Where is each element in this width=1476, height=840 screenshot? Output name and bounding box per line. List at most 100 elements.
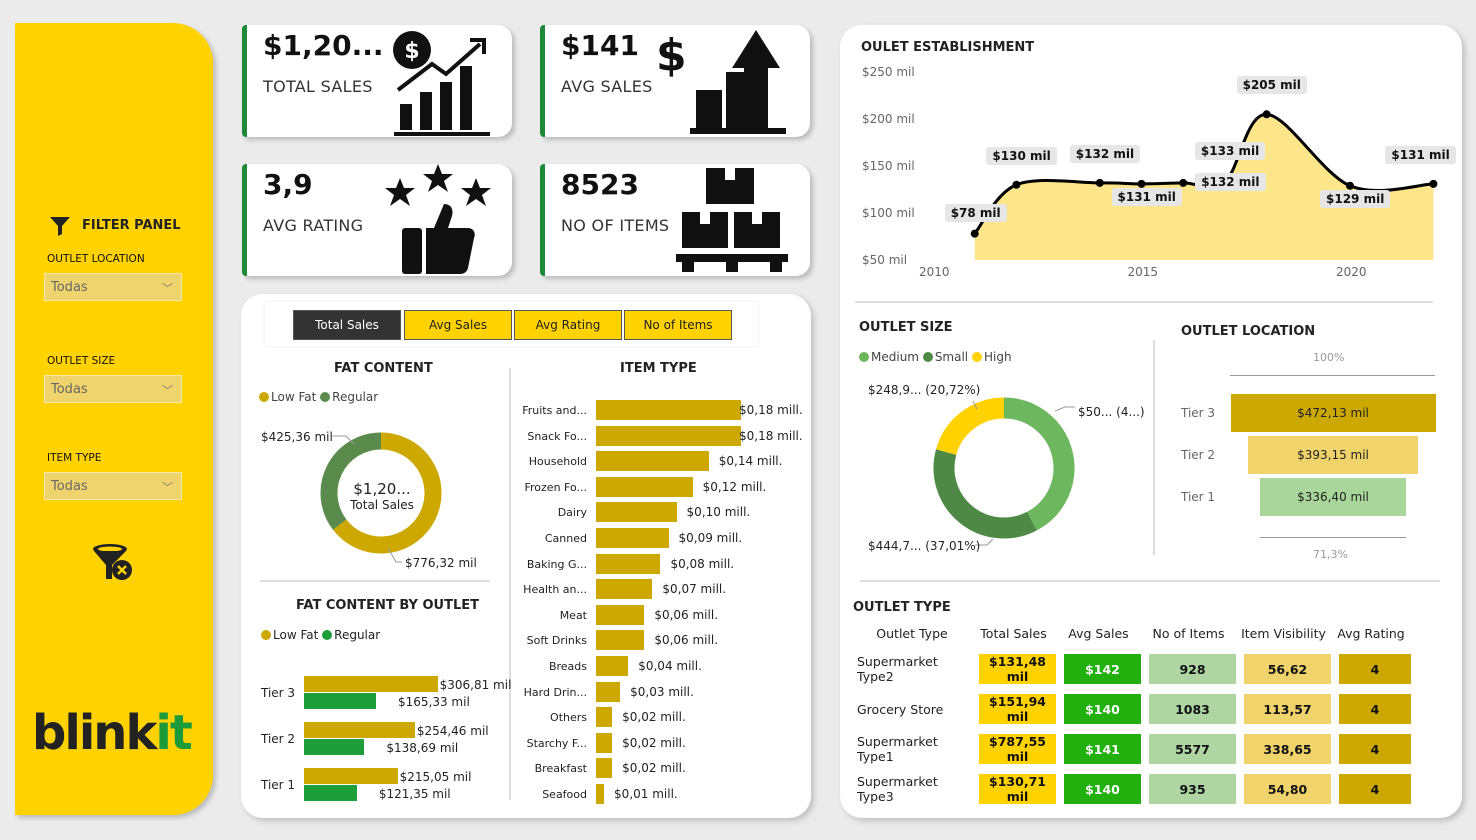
data-point — [1262, 110, 1271, 119]
column-header[interactable]: Total Sales — [980, 625, 1047, 641]
column-header[interactable]: Avg Sales — [1068, 625, 1129, 641]
x-tick-label: 2010 — [919, 265, 950, 279]
legend-label: Low Fat — [271, 390, 317, 404]
funnel-category-label: Tier 2 — [1181, 448, 1216, 462]
table-row: Supermarket Type2 $131,48 mil $142 928 56,62… — [853, 654, 1411, 684]
data-label: $131 mil — [1111, 187, 1182, 206]
tab-total-sales[interactable]: Total Sales — [293, 310, 401, 340]
item-type-bar — [596, 553, 661, 574]
kpi-no-of-items: 8523 NO OF ITEMS — [540, 164, 810, 276]
donut-slice-low-fat — [332, 432, 442, 554]
item-type-dropdown[interactable]: Todas ﹀ — [44, 472, 182, 500]
table-cell: $140 — [1056, 694, 1141, 724]
category-label: Starchy F... — [526, 736, 587, 750]
bar-value-label: $0,02 mill. — [622, 710, 686, 725]
table-cell: 338,65 — [1236, 734, 1331, 764]
category-label: Breads — [548, 660, 587, 673]
table-row: Grocery Store $151,94 mil $140 1083 113,57 4 — [853, 694, 1411, 724]
category-label: Seafood — [542, 788, 587, 801]
x-tick-label: 2015 — [1127, 265, 1159, 279]
category-label: Tier 3 — [261, 686, 296, 700]
dropdown-value: Todas — [51, 479, 88, 494]
item-type-bar — [596, 784, 605, 804]
data-label: $132 mil — [1069, 144, 1141, 163]
table-cell: $130,71 mil — [971, 774, 1056, 804]
bar-regular — [304, 739, 365, 755]
data-label: $133 mil — [1194, 141, 1266, 160]
table-cell: $140 — [1056, 774, 1141, 804]
table-cell: 4 — [1331, 734, 1411, 764]
table-cell: $151,94 mil — [971, 694, 1056, 724]
tab-avg-rating[interactable]: Avg Rating — [514, 310, 622, 340]
legend-label: Medium — [871, 350, 919, 364]
x-tick-label: 2020 — [1336, 265, 1367, 279]
series-line — [973, 112, 1434, 235]
bar-value-label: $165,33 mil — [397, 695, 470, 709]
category-label: Meat — [559, 608, 587, 622]
kpi-avg-rating: 3,9 AVG RATING — [242, 164, 512, 276]
bar-value-label: $0,02 mill. — [622, 761, 686, 776]
y-tick-label: $50 mil — [862, 253, 908, 267]
item-type-bar — [596, 732, 613, 753]
donut-slice-medium — [1003, 397, 1075, 531]
kpi-label: AVG SALES — [561, 77, 653, 96]
category-label: Soft Drinks — [526, 634, 587, 648]
stars-thumbs-up-icon — [385, 164, 491, 274]
table-cell: 4 — [1331, 694, 1411, 724]
outlet-type-table-wrap: Outlet Type Total Sales Avg Sales No of Ite… — [853, 612, 1448, 814]
boxes-pallet-icon — [676, 168, 788, 272]
category-label: Canned — [544, 532, 587, 545]
category-label: Hard Drin... — [523, 685, 587, 699]
category-label: Household — [528, 455, 587, 469]
column-header[interactable]: Outlet Type — [876, 625, 948, 641]
table-cell: $787,55 mil — [971, 734, 1056, 764]
bar-low-fat — [304, 676, 438, 692]
clear-filters-icon[interactable] — [92, 543, 136, 583]
funnel-top-percent: 100% — [1313, 351, 1345, 364]
y-tick-label: $150 mil — [862, 159, 915, 173]
bar-regular — [304, 693, 376, 709]
table-row: Supermarket Type3 $130,71 mil $140 935 54,80… — [853, 774, 1411, 804]
dollar-bars-icon: $ — [656, 30, 786, 134]
table-cell: 4 — [1331, 774, 1411, 804]
bar-value-label: $0,14 mill. — [718, 454, 783, 469]
data-label: $132 mil — [1195, 172, 1266, 191]
donut-slice-regular — [320, 432, 382, 530]
category-label: Snack Fo... — [527, 429, 587, 443]
table-cell: 56,62 — [1236, 654, 1331, 684]
kpi-value: 3,9 — [263, 168, 313, 201]
funnel-bar-tier-3: $472,13 mil — [1230, 394, 1436, 432]
column-header[interactable]: Item Visibility — [1241, 625, 1326, 641]
outlet-type-title: OUTLET TYPE — [853, 600, 951, 615]
kpi-label: NO OF ITEMS — [561, 216, 670, 235]
bar-value-label: $0,18 mill. — [739, 403, 803, 417]
category-label: Baking G... — [526, 557, 587, 571]
tab-no-of-items[interactable]: No of Items — [624, 310, 732, 340]
leader-line — [387, 547, 402, 563]
data-label: $131 mil — [1385, 145, 1456, 164]
table-cell: 928 — [1141, 654, 1236, 684]
data-point — [1137, 179, 1146, 188]
tab-avg-sales[interactable]: Avg Sales — [404, 310, 512, 340]
funnel-top-rule — [1230, 375, 1435, 376]
legend-dot — [320, 392, 331, 402]
legend-dot — [971, 352, 982, 362]
funnel-category-label: Tier 1 — [1181, 490, 1216, 504]
table-cell: 5577 — [1141, 734, 1236, 764]
data-point — [1429, 179, 1438, 188]
bar-value-label: $0,08 mill. — [670, 556, 735, 571]
outlet-location-title: OUTLET LOCATION — [1181, 324, 1316, 339]
outlet-location-dropdown[interactable]: Todas ﹀ — [44, 273, 182, 301]
item-type-bar — [596, 528, 669, 548]
outlet-establishment-title: OULET ESTABLISHMENT — [861, 40, 1035, 55]
column-header[interactable]: Avg Rating — [1337, 625, 1405, 641]
bar-value-label: $0,07 mill. — [662, 582, 727, 597]
table-cell: $131,48 mil — [971, 654, 1056, 684]
fat-by-outlet-chart: Tier 3 $306,81 mil $165,33 mil Tier 2 $254,4… — [255, 660, 511, 810]
small-value-label: $444,7... (37,01%) — [868, 539, 981, 553]
bar-value-label: $215,05 mil — [399, 770, 472, 784]
data-point — [1346, 181, 1354, 190]
column-header[interactable]: No of Items — [1152, 625, 1225, 641]
table-cell: 4 — [1331, 654, 1411, 684]
outlet-size-dropdown[interactable]: Todas ﹀ — [44, 375, 182, 403]
